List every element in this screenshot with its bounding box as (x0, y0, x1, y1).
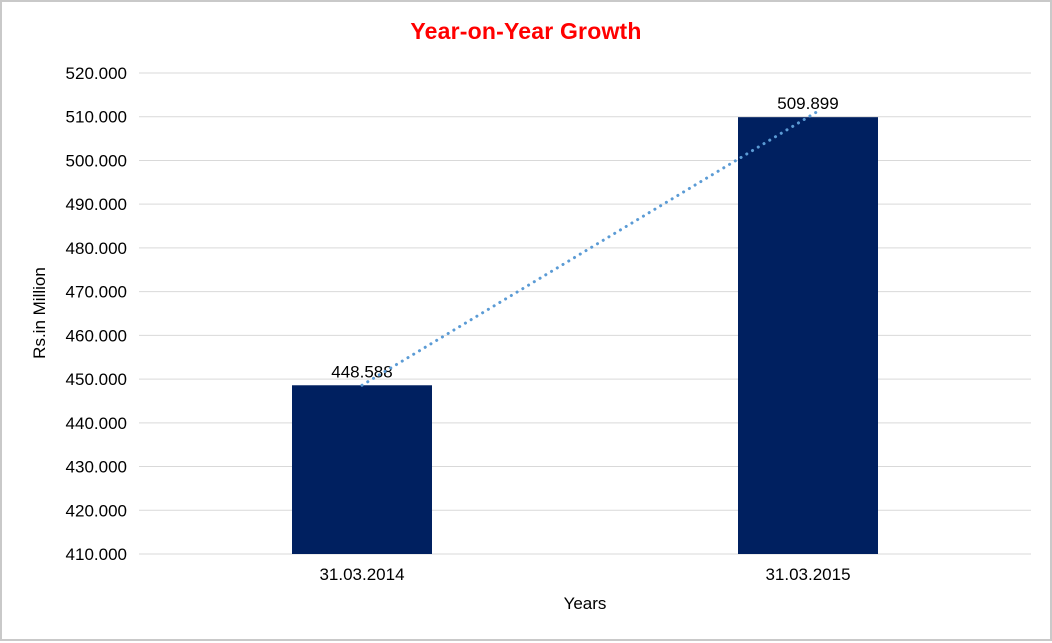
chart-title: Year-on-Year Growth (410, 18, 642, 44)
y-tick-label: 470.000 (66, 283, 127, 302)
y-tick-label: 490.000 (66, 195, 127, 214)
y-tick-label: 440.000 (66, 414, 127, 433)
x-tick-label: 31.03.2015 (765, 565, 850, 584)
x-tick-label: 31.03.2014 (319, 565, 404, 584)
y-tick-label: 500.000 (66, 151, 127, 170)
y-tick-label: 510.000 (66, 108, 127, 127)
y-tick-label: 480.000 (66, 239, 127, 258)
y-tick-label: 420.000 (66, 501, 127, 520)
x-axis-title: Years (563, 594, 607, 613)
y-tick-label: 450.000 (66, 370, 127, 389)
y-tick-label: 430.000 (66, 458, 127, 477)
y-tick-label: 520.000 (66, 64, 127, 83)
trendline (360, 111, 818, 387)
y-tick-label: 460.000 (66, 326, 127, 345)
bar-value-label: 509.899 (777, 94, 838, 113)
bar-value-label: 448.588 (331, 362, 392, 381)
bar (738, 117, 878, 554)
bar (292, 385, 432, 554)
y-tick-label: 410.000 (66, 545, 127, 564)
